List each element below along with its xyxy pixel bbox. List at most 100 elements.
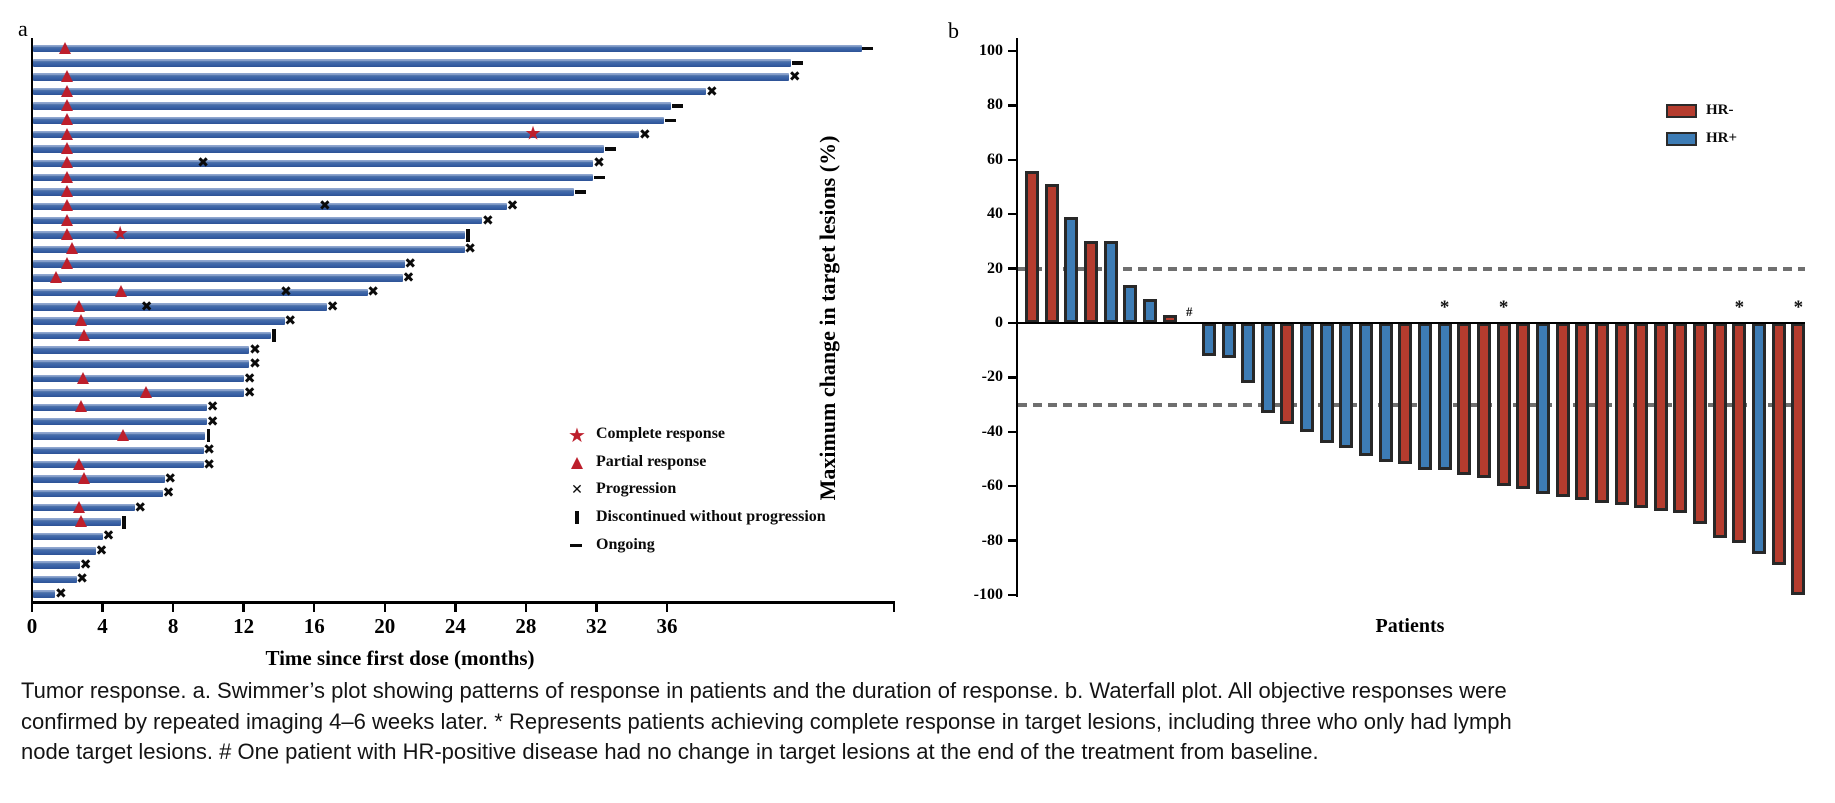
progression-x-icon: ✖ [134, 499, 147, 516]
waterfall-y-tick [1007, 321, 1016, 325]
ongoing-dash-icon [791, 61, 803, 65]
progression-x-icon: ✖ [249, 356, 261, 373]
waterfall-y-tick [1007, 593, 1016, 597]
dash-icon [564, 535, 590, 559]
progression-x-icon: ✖ [402, 270, 415, 287]
partial-response-triangle-icon [60, 127, 73, 140]
waterfall-y-tick-label: 80 [987, 96, 1003, 114]
progression-x-icon: ✖ [140, 298, 153, 315]
waterfall-bar [1418, 323, 1432, 470]
partial-response-triangle-icon [60, 113, 73, 126]
partial-response-triangle-icon [74, 314, 87, 327]
swimmer-bar [32, 274, 403, 282]
swimmer-bar [32, 188, 575, 196]
waterfall-y-tick [1007, 158, 1016, 162]
waterfall-bar [1359, 323, 1374, 457]
waterfall-bar [1044, 184, 1059, 323]
progression-x-icon: ✖ [95, 542, 108, 559]
swimmer-x-tick-label: 4 [97, 614, 108, 638]
swimmer-bar [32, 575, 77, 584]
caption-line: confirmed by repeated imaging 4–6 weeks … [21, 708, 1512, 734]
swimmer-x-tick [101, 603, 104, 612]
no-change-hash: # [1185, 304, 1193, 319]
reference-dashed-line [1018, 266, 1805, 271]
partial-response-triangle-icon [74, 400, 87, 413]
waterfall-bar [1083, 241, 1098, 323]
waterfall-bar [1457, 323, 1472, 476]
swimmer-bar [32, 87, 707, 96]
progression-x-icon: ✖ [206, 399, 219, 416]
complete-response-asterisk: * [1498, 297, 1509, 318]
waterfall-y-tick [1007, 539, 1016, 542]
partial-response-triangle-icon [60, 213, 73, 226]
waterfall-y-tick-label: -40 [981, 422, 1003, 440]
waterfall-y-tick-label: 0 [995, 314, 1003, 331]
swimmer-x-tick-label: 36 [656, 614, 678, 638]
swimmer-bar [32, 374, 245, 383]
swimmer-x-tick [171, 603, 175, 612]
complete-response-asterisk: * [1734, 297, 1745, 318]
waterfall-bar [1594, 323, 1609, 503]
swimmer-x-tick [383, 603, 387, 612]
panel-b-label: b [948, 18, 959, 43]
progression-x-icon: ✖ [76, 571, 88, 588]
swimmer-x-tick [524, 603, 528, 612]
swimmer-x-tick-label: 0 [26, 614, 38, 638]
progression-x-icon: ✖ [464, 241, 477, 258]
swimmer-x-tick [892, 603, 895, 612]
waterfall-bar [1614, 323, 1629, 506]
swimmer-bar [32, 489, 164, 498]
swimmer-bar [32, 547, 96, 555]
swimmer-bar [32, 360, 250, 368]
partial-response-triangle-icon [74, 515, 87, 528]
waterfall-bar [1476, 323, 1491, 479]
progression-x-icon: ✖ [788, 69, 801, 86]
waterfall-bar [1732, 323, 1747, 544]
swimmer-bar [32, 403, 208, 411]
partial-response-triangle-icon [59, 41, 72, 54]
swimmer-bar [32, 102, 672, 110]
swimmer-x-tick-label: 28 [515, 614, 537, 638]
waterfall-y-tick [1007, 430, 1016, 434]
partial-response-triangle-icon [60, 98, 73, 111]
ongoing-dash-icon [593, 175, 605, 180]
waterfall-y-tick-label: -60 [981, 477, 1003, 495]
progression-x-icon: ✖ [164, 471, 177, 487]
waterfall-y-tick-label: 60 [987, 150, 1003, 168]
complete-response-star-icon: ★ [111, 222, 129, 245]
waterfall-y-tick-label: -80 [981, 531, 1003, 549]
caption-line: Tumor response. a. Swimmer’s plot showin… [21, 678, 1507, 703]
progression-x-icon: ✖ [284, 313, 297, 330]
swimmer-bar [32, 231, 465, 239]
progression-x-icon: ✖ [318, 198, 331, 215]
waterfall-bar [1771, 323, 1786, 566]
swimmer-legend-row: Ongoing [564, 535, 884, 559]
waterfall-xaxis-title: Patients [1375, 615, 1445, 637]
swimmer-x-tick [312, 603, 316, 612]
partial-response-triangle-icon [115, 285, 128, 298]
swimmer-bar [32, 260, 405, 268]
swimmer-bar [32, 245, 465, 254]
partial-response-triangle-icon [78, 472, 91, 484]
waterfall-bar [1693, 323, 1708, 525]
waterfall-bar [1300, 323, 1315, 432]
swimmer-x-tick [595, 603, 598, 612]
ongoing-dash-icon [671, 104, 683, 108]
swimmer-legend-label: Complete response [596, 425, 726, 442]
waterfall-bar [1378, 323, 1393, 462]
swimmer-legend-row: ✕ Progression [564, 479, 884, 503]
swimmer-x-tick-label: 16 [303, 614, 325, 638]
swimmer-bar [32, 331, 271, 340]
partial-response-triangle-icon [73, 500, 86, 513]
waterfall-y-tick [1007, 49, 1016, 53]
swimmer-bar [32, 317, 285, 325]
waterfall-bar [1398, 323, 1413, 465]
progression-x-icon: ✖ [243, 384, 256, 401]
star-icon: ★ [568, 423, 586, 447]
progression-x-icon: ✖ [404, 255, 417, 272]
triangle-icon [564, 452, 590, 476]
progression-x-icon: ✖ [197, 155, 209, 172]
progression-x-icon: ✖ [506, 198, 519, 215]
waterfall-bar [1791, 323, 1806, 595]
waterfall-y-tick [1007, 267, 1016, 270]
